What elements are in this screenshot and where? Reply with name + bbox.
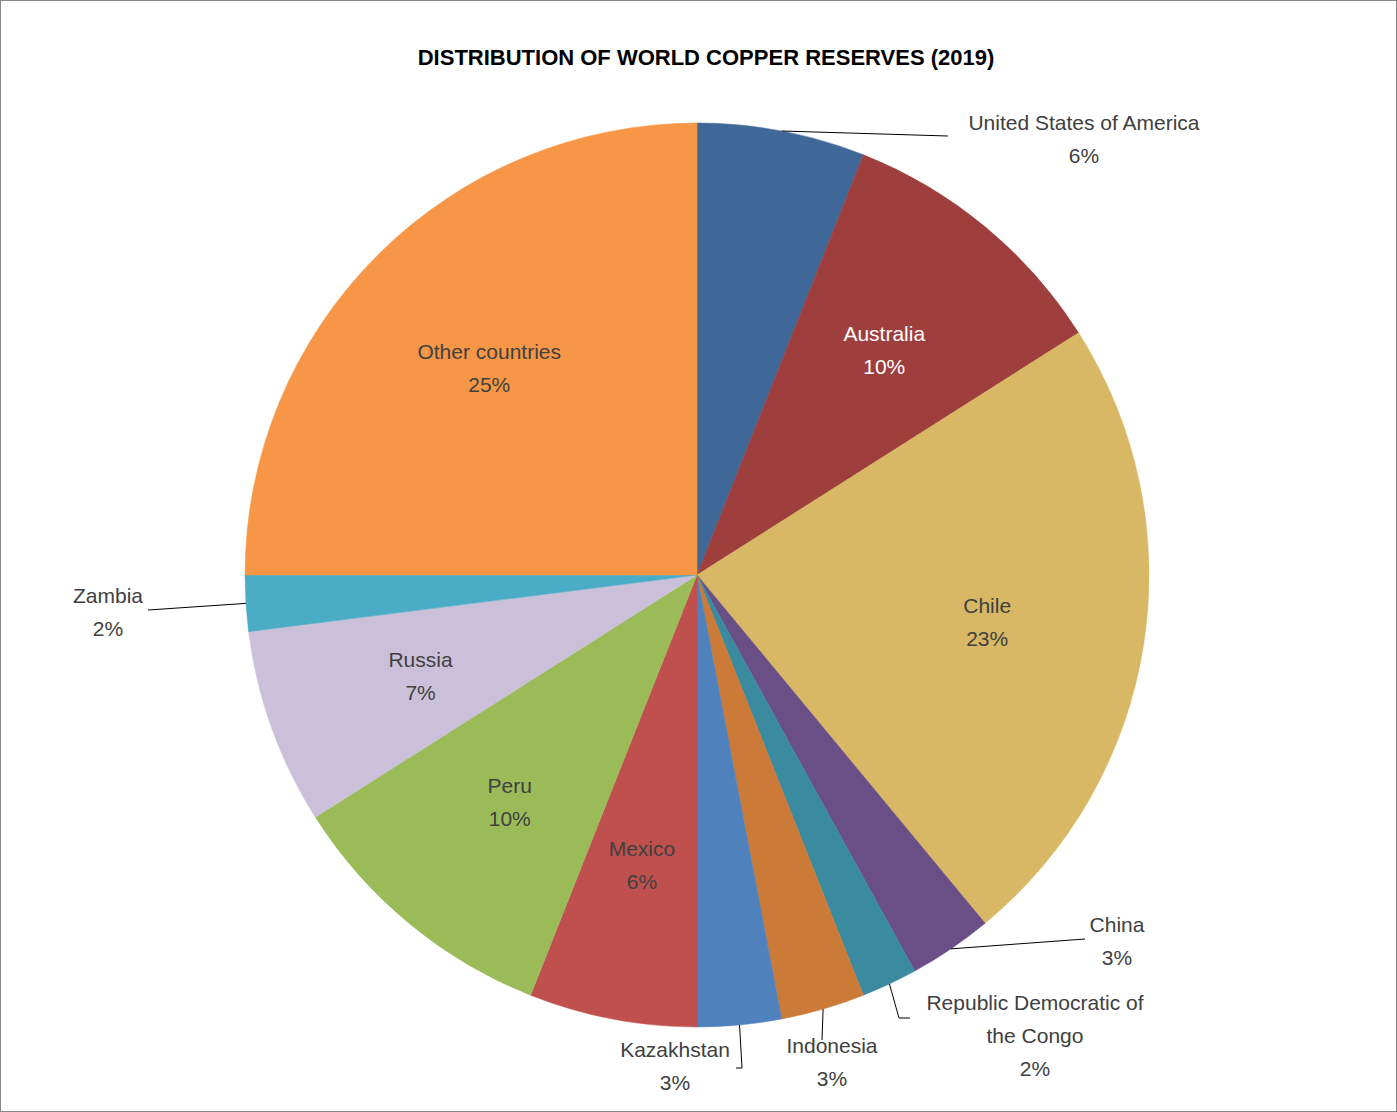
pie-slice bbox=[245, 123, 697, 575]
pie-slice bbox=[697, 575, 782, 1027]
chart-frame bbox=[1, 1, 1397, 1112]
slice-value: 2% bbox=[93, 617, 123, 640]
slice-value: 25% bbox=[468, 373, 510, 396]
data-labels: United States of America 6% Australia 10% Ch… bbox=[73, 111, 1200, 1094]
chart: DISTRIBUTION OF WORLD COPPER RESERVES (2… bbox=[0, 0, 1397, 1112]
leader-line bbox=[736, 1025, 742, 1068]
slice-name: Zambia bbox=[73, 584, 143, 607]
slice-value: 10% bbox=[863, 355, 905, 378]
slice-value: 7% bbox=[405, 681, 435, 704]
slice-value: 3% bbox=[817, 1067, 847, 1090]
leader-line bbox=[951, 939, 1085, 949]
slice-value: 6% bbox=[627, 870, 657, 893]
slice-value: 23% bbox=[966, 627, 1008, 650]
leader-line bbox=[889, 984, 910, 1018]
pie-slice bbox=[245, 575, 697, 632]
pie bbox=[245, 123, 1149, 1027]
leader-line bbox=[148, 603, 246, 610]
slice-name: Australia bbox=[843, 322, 925, 345]
slice-value: 3% bbox=[1102, 946, 1132, 969]
slice-name: China bbox=[1090, 913, 1145, 936]
slice-name: Indonesia bbox=[786, 1034, 877, 1057]
slice-name: Russia bbox=[388, 648, 453, 671]
leader-line bbox=[782, 131, 948, 136]
slice-name: Peru bbox=[488, 774, 532, 797]
slice-name: United States of America bbox=[968, 111, 1199, 134]
slice-value: 6% bbox=[1069, 144, 1099, 167]
slice-name: Mexico bbox=[609, 837, 676, 860]
chart-title: DISTRIBUTION OF WORLD COPPER RESERVES (2… bbox=[418, 45, 995, 70]
slice-value: 10% bbox=[489, 807, 531, 830]
slice-name: Chile bbox=[963, 594, 1011, 617]
slice-value: 2% bbox=[1020, 1057, 1050, 1080]
slice-name: Other countries bbox=[417, 340, 561, 363]
slice-name: Kazakhstan bbox=[620, 1038, 730, 1061]
slice-name: Republic Democratic ofthe Congo bbox=[926, 991, 1143, 1047]
slice-value: 3% bbox=[660, 1071, 690, 1094]
